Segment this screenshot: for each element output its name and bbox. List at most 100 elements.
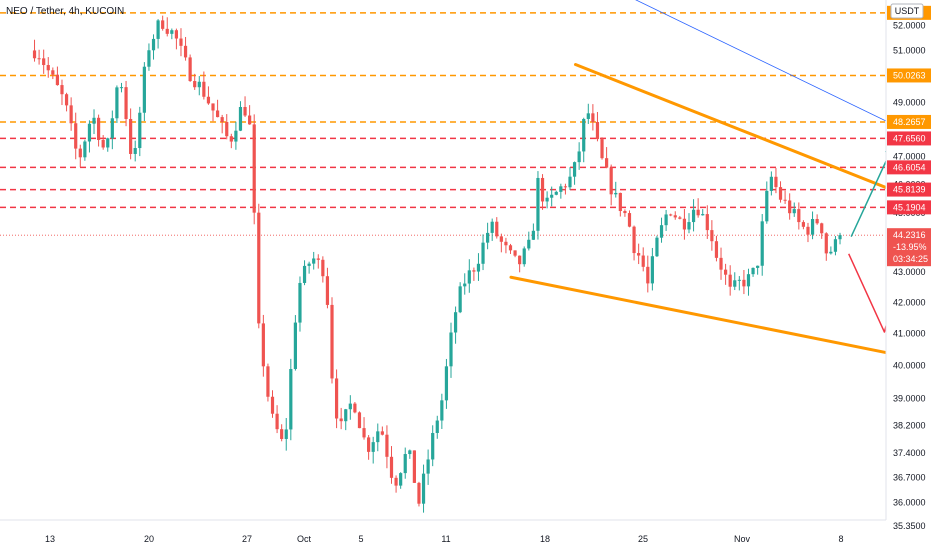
candle-body (540, 177, 545, 202)
y-tick-label: 35.3500 (893, 521, 926, 531)
candle-body (435, 420, 439, 433)
candle-body (737, 279, 741, 281)
candle-body (568, 176, 572, 188)
candle-body (486, 232, 490, 243)
candle-body (37, 58, 41, 60)
candle-body (275, 413, 279, 430)
candle-body (806, 226, 810, 235)
candle-body (106, 138, 110, 148)
candle-body (472, 270, 476, 272)
candle-body (321, 259, 325, 277)
level-badge (887, 114, 931, 129)
candle-body (563, 186, 568, 188)
candle-body (444, 366, 449, 401)
candle-body (531, 230, 535, 240)
candle-body (417, 482, 421, 504)
level-badge (887, 182, 931, 197)
candle-body (412, 450, 416, 483)
candle-body (307, 263, 311, 266)
price-axis[interactable]: 52.000051.000049.000047.000046.000045.00… (885, 0, 932, 550)
candle-body (188, 57, 192, 82)
candle-body (476, 263, 481, 272)
candle-body (792, 209, 796, 214)
candle-body (92, 117, 96, 124)
candle-body (353, 403, 357, 413)
candle-body (431, 432, 435, 460)
candle-body (614, 192, 618, 195)
candle-body (508, 245, 513, 251)
candle-body (536, 177, 540, 231)
price-axis-background (886, 0, 932, 550)
candle-body (728, 274, 732, 287)
candle-body (174, 30, 179, 39)
level-badge (887, 131, 931, 146)
candle-body (257, 212, 261, 324)
level-badge (887, 160, 931, 175)
candle-body (220, 117, 224, 122)
x-tick-label: 27 (242, 534, 252, 544)
candle-body (124, 87, 128, 119)
candle-body (119, 87, 124, 89)
y-tick-label: 41.0000 (893, 329, 926, 339)
candle-body (302, 265, 307, 283)
candle-body (51, 70, 55, 75)
candle-body (55, 74, 60, 86)
y-tick-label: 36.7000 (893, 472, 926, 482)
candle-body (618, 192, 622, 212)
y-tick-label: 37.4000 (893, 448, 926, 458)
candle-body (42, 58, 46, 66)
currency-badge[interactable]: USDT (890, 3, 924, 19)
time-axis[interactable]: 13 20 27 Oct 5 11 18 25 Nov 8 (0, 519, 886, 544)
candle-body (64, 94, 69, 106)
candle-body (504, 241, 508, 246)
candle-body (682, 218, 687, 230)
x-tick-label: 25 (638, 534, 648, 544)
candle-body (238, 106, 243, 131)
level-badge-label: 45.1904 (893, 202, 926, 212)
candle-body (609, 167, 613, 195)
candle-body (724, 269, 728, 275)
level-badge (887, 200, 931, 215)
candle-body (129, 118, 133, 154)
candle-body (513, 250, 517, 256)
candle-body (751, 267, 755, 275)
candle-body (774, 176, 778, 188)
candle-body (499, 236, 503, 242)
candle-body (778, 187, 783, 200)
candle-body (463, 283, 467, 287)
candle-body (527, 239, 531, 249)
candle-body (142, 66, 146, 113)
candle-body (595, 121, 600, 140)
candle-body (266, 366, 270, 397)
candle-body (783, 199, 787, 201)
candle-body (243, 106, 247, 116)
level-badge-label: 46.6054 (893, 162, 926, 172)
candle-body (669, 214, 673, 216)
candle-body (101, 139, 105, 148)
candle-body (339, 418, 343, 422)
level-badge-label: 47.6560 (893, 133, 926, 143)
candle-body (701, 214, 705, 216)
candle-body (316, 258, 320, 260)
candle-body (801, 222, 806, 227)
candle-body (824, 233, 828, 254)
x-tick-label: 13 (45, 534, 55, 544)
candle-body (399, 473, 403, 486)
y-tick-label: 52.0000 (893, 20, 926, 30)
candle-body (600, 139, 604, 159)
candle-body (453, 312, 458, 333)
candle-body (426, 459, 430, 474)
last-price-badge-text: 03:34:25 (893, 254, 928, 264)
candle-body (687, 222, 691, 230)
x-tick-label: Nov (734, 534, 751, 544)
y-tick-label: 43.0000 (893, 267, 926, 277)
candle-body (385, 434, 389, 457)
level-badge (887, 68, 931, 83)
candle-body (545, 197, 549, 202)
candle-body (215, 110, 220, 118)
candle-body (46, 65, 50, 71)
y-tick-label: 42.0000 (893, 297, 926, 307)
candle-body (312, 258, 316, 264)
candle-body (673, 215, 677, 218)
